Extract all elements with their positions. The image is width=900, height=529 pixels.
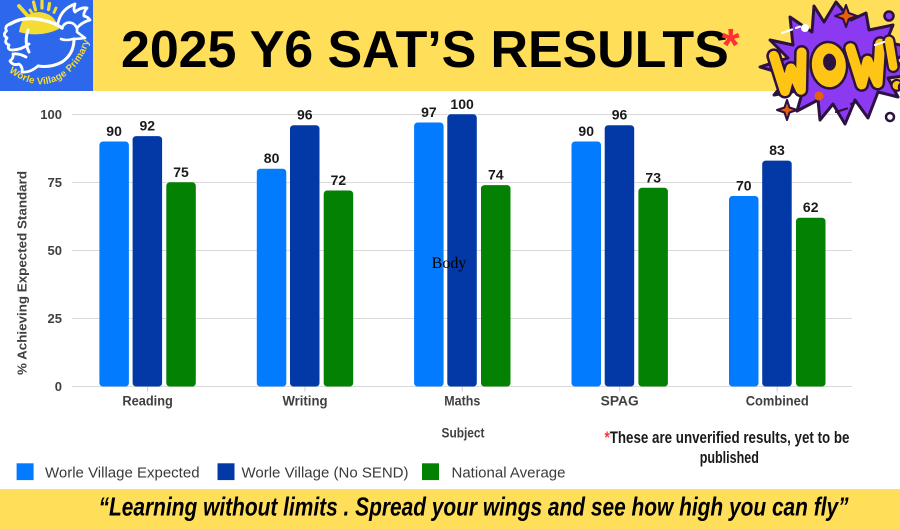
svg-text:Maths: Maths [444, 394, 480, 409]
svg-text:62: 62 [803, 199, 819, 215]
svg-text:96: 96 [297, 107, 313, 123]
svg-text:90: 90 [578, 123, 594, 139]
svg-text:Combined: Combined [746, 394, 809, 409]
svg-text:25: 25 [48, 311, 62, 326]
svg-text:72: 72 [331, 172, 347, 188]
svg-text:70: 70 [736, 178, 752, 194]
svg-text:75: 75 [173, 164, 189, 180]
svg-text:Subject: Subject [442, 425, 485, 441]
svg-text:“Learning without limits . Spr: “Learning without limits . Spread your w… [99, 492, 849, 522]
svg-text:*These are unverified results,: *These are unverified results, yet to be [605, 429, 850, 447]
svg-text:50: 50 [48, 243, 62, 258]
svg-text:Worle Village Expected: Worle Village Expected [45, 465, 200, 482]
svg-text:96: 96 [612, 107, 628, 123]
svg-text:80: 80 [264, 150, 280, 166]
svg-text:% Achieving Expected Standard: % Achieving Expected Standard [16, 171, 30, 375]
svg-text:90: 90 [106, 123, 122, 139]
svg-text:Writing: Writing [283, 394, 328, 409]
svg-text:74: 74 [488, 167, 504, 183]
svg-text:Worle Village (No SEND): Worle Village (No SEND) [242, 465, 409, 482]
svg-text:75: 75 [48, 175, 62, 190]
svg-text:National Average: National Average [452, 465, 566, 482]
svg-text:97: 97 [421, 104, 437, 120]
svg-text:Body: Body [432, 255, 467, 272]
svg-text:100: 100 [40, 107, 62, 122]
svg-text:73: 73 [645, 169, 661, 185]
svg-text:100: 100 [450, 96, 474, 112]
svg-text:0: 0 [55, 379, 62, 394]
svg-text:83: 83 [769, 142, 785, 158]
svg-text:Reading: Reading [122, 394, 173, 409]
svg-text:published: published [700, 449, 759, 467]
svg-text:SPAG: SPAG [601, 394, 639, 409]
svg-text:92: 92 [140, 118, 156, 134]
